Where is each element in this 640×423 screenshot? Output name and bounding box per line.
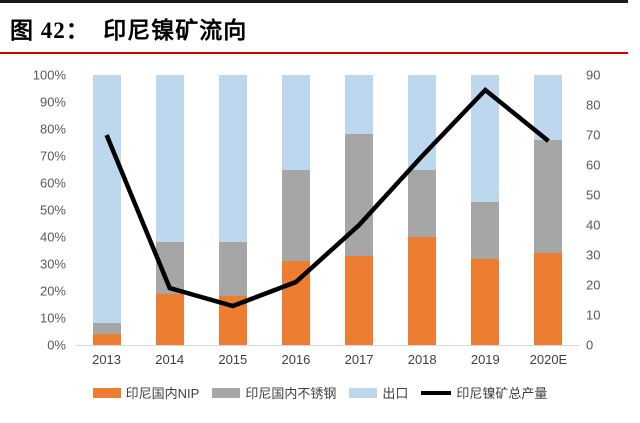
bar-slot (328, 75, 391, 345)
stacked-bar (471, 75, 500, 345)
bar-segment-nip (534, 253, 563, 345)
stacked-bar (345, 75, 374, 345)
left-axis-tick: 0% (47, 337, 66, 353)
x-axis-label: 2014 (155, 352, 185, 367)
bar-segment-stainless (408, 169, 437, 237)
bar-segment-nip (155, 293, 184, 345)
bar-segment-stainless (218, 242, 247, 297)
right-axis-tick: 70 (586, 127, 601, 143)
right-axis-tick: 0 (586, 337, 594, 353)
left-axis-tick: 30% (39, 256, 66, 272)
bar-segment-export (471, 75, 500, 202)
left-axis-tick: 20% (39, 283, 66, 299)
right-axis-tick: 50 (586, 187, 601, 203)
bar-segment-nip (345, 255, 374, 345)
bar-slot (75, 75, 138, 345)
left-axis: 100% 90% 80% 70% 60% 50% 40% 30% 20% 10% 0% (0, 68, 66, 353)
bar-segment-nip (471, 258, 500, 345)
left-axis-tick: 40% (39, 229, 66, 245)
right-axis-tick: 40 (586, 217, 601, 233)
legend-item-total-output: 印尼镍矿总产量 (421, 383, 547, 402)
left-axis-tick: 70% (39, 148, 66, 164)
x-axis-label: 2020E (529, 352, 568, 367)
x-axis-label: 2017 (344, 352, 374, 367)
bar-segment-export (92, 75, 121, 324)
bar-slot (454, 75, 517, 345)
stacked-bar (408, 75, 437, 345)
bar-segment-stainless (534, 139, 563, 254)
bar-segment-nip (92, 334, 121, 345)
top-rule (0, 0, 628, 3)
bar-segment-stainless (155, 242, 184, 294)
bar-segment-stainless (92, 323, 121, 335)
x-axis-labels: 2013 2014 2015 2016 2017 2018 2019 2020E (75, 352, 580, 367)
x-axis-label: 2013 (92, 352, 122, 367)
left-axis-tick: 90% (39, 94, 66, 110)
legend-swatch-stainless (212, 387, 241, 398)
stacked-bar (155, 75, 184, 345)
bar-segment-stainless (281, 169, 310, 262)
bar-segment-export (155, 75, 184, 243)
left-axis-tick: 50% (39, 202, 66, 218)
chart-legend: 印尼国内NIP 印尼国内不锈钢 出口 印尼镍矿总产量 (0, 383, 640, 402)
stacked-bar (92, 75, 121, 345)
x-axis-label: 2016 (281, 352, 311, 367)
right-axis-tick: 10 (586, 307, 601, 323)
x-axis-label: 2019 (470, 352, 500, 367)
left-axis-tick: 60% (39, 175, 66, 191)
left-axis-tick: 80% (39, 121, 66, 137)
bar-slot (517, 75, 580, 345)
legend-swatch-export (349, 387, 378, 398)
x-axis-label: 2018 (407, 352, 437, 367)
bar-segment-nip (408, 237, 437, 345)
legend-item-stainless: 印尼国内不锈钢 (212, 383, 336, 402)
legend-label-export: 出口 (382, 386, 409, 401)
right-axis-tick: 90 (586, 67, 601, 83)
plot-area (75, 75, 580, 346)
left-axis-tick: 10% (39, 310, 66, 326)
bar-slot (391, 75, 454, 345)
figure-title: 图 42： 印尼镍矿流向 (10, 18, 248, 43)
bar-segment-export (408, 75, 437, 170)
bar-slot (264, 75, 327, 345)
bar-slot (138, 75, 201, 345)
right-axis-tick: 60 (586, 157, 601, 173)
legend-label-nip: 印尼国内NIP (125, 386, 200, 401)
stacked-bar (281, 75, 310, 345)
right-axis: 90 80 70 60 50 40 30 20 10 0 (586, 68, 638, 353)
stacked-bar (218, 75, 247, 345)
title-underline-rule (0, 52, 628, 54)
bar-segment-nip (281, 261, 310, 345)
right-axis-tick: 80 (586, 97, 601, 113)
left-axis-tick: 100% (32, 67, 66, 83)
legend-label-stainless: 印尼国内不锈钢 (245, 386, 337, 401)
legend-line-swatch (421, 390, 452, 395)
bar-segment-nip (218, 296, 247, 345)
bar-segment-export (218, 75, 247, 243)
legend-item-nip: 印尼国内NIP (92, 383, 200, 402)
legend-swatch-nip (92, 387, 121, 398)
bar-slot (201, 75, 264, 345)
legend-item-export: 出口 (349, 383, 408, 402)
bar-segment-stainless (471, 201, 500, 259)
x-axis-label: 2015 (218, 352, 248, 367)
right-axis-tick: 30 (586, 247, 601, 263)
bar-segment-export (281, 75, 310, 170)
bar-segment-export (345, 75, 374, 135)
stacked-bar (534, 75, 563, 345)
right-axis-tick: 20 (586, 277, 601, 293)
bar-segment-export (534, 75, 563, 140)
bar-segment-stainless (345, 134, 374, 256)
legend-label-total-output: 印尼镍矿总产量 (456, 386, 548, 401)
